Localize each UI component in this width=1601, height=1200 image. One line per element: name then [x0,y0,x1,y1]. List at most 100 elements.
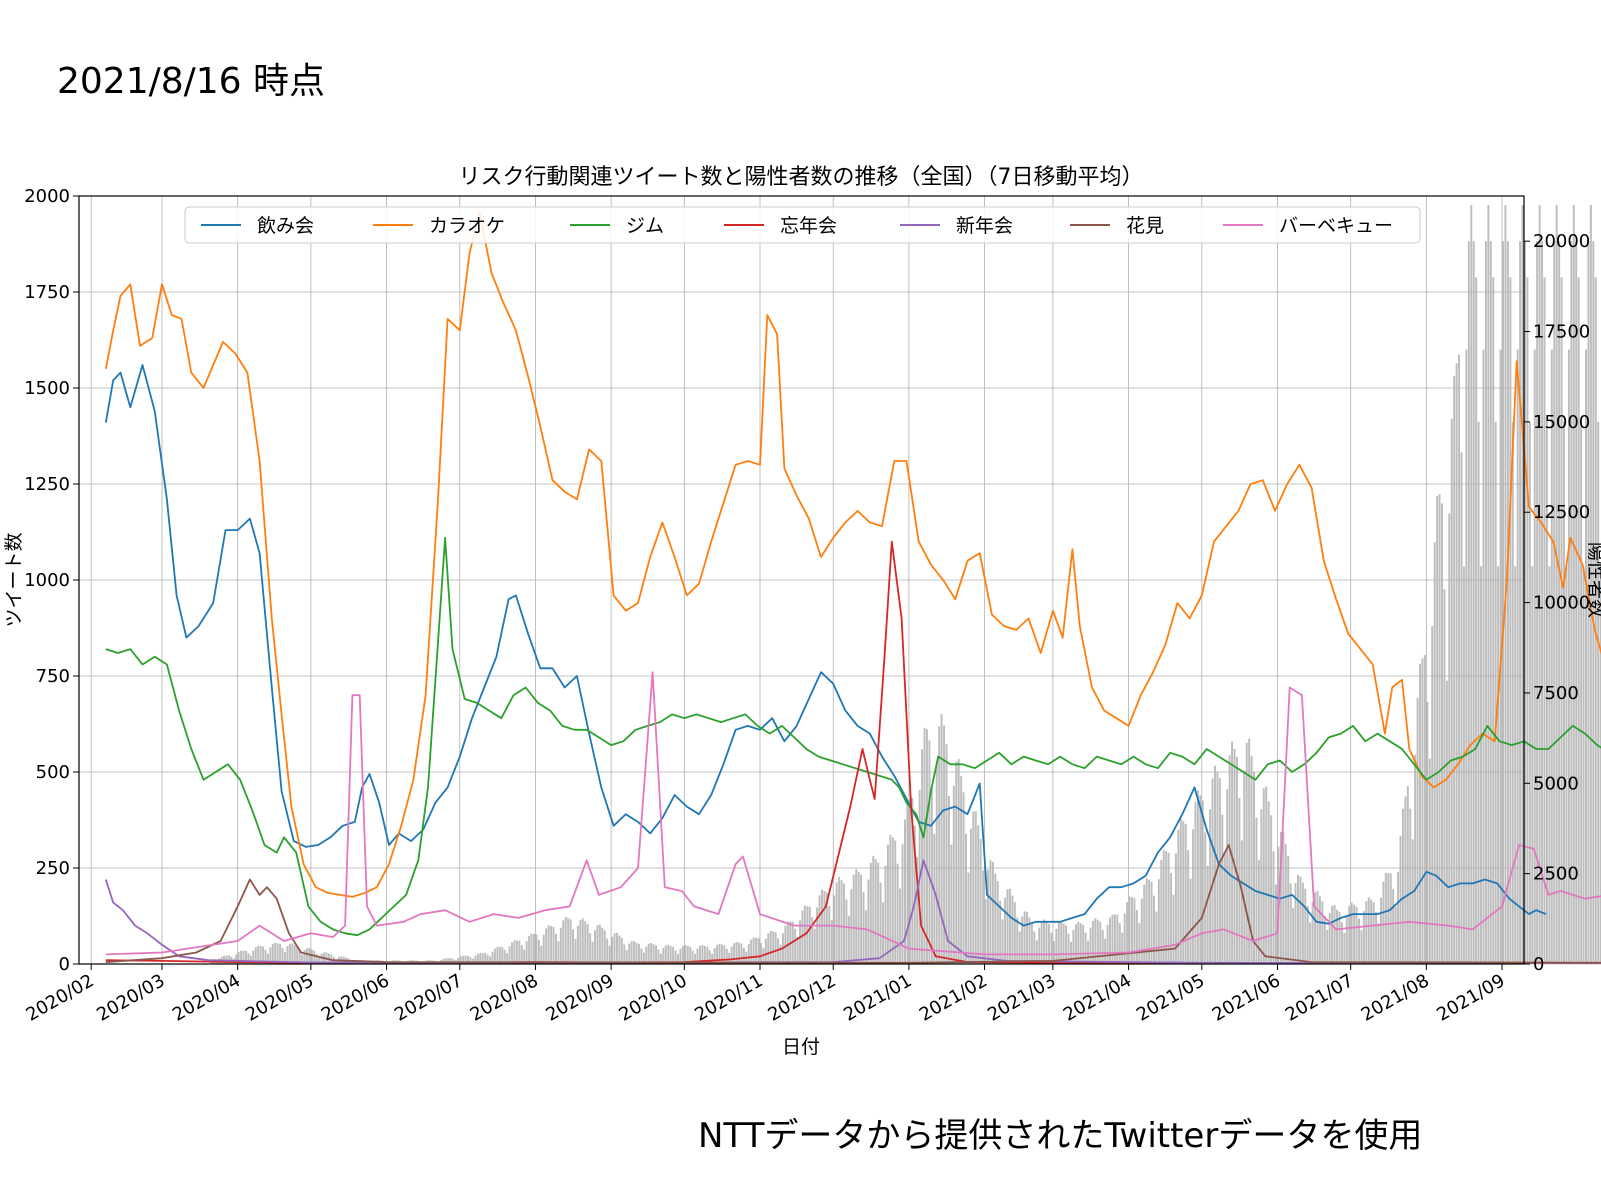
case-bar [508,946,511,964]
case-bar [1453,375,1456,964]
case-bar [1104,938,1107,964]
case-bar [1123,913,1126,964]
case-bar [894,840,897,964]
case-bar [1065,925,1068,964]
case-bar [562,920,565,964]
case-bar [1155,911,1158,964]
x-tick-label: 2020/07 [391,970,466,1026]
case-bar [1541,241,1544,964]
case-bar [630,941,633,964]
case-bar [1184,823,1187,964]
case-bar [1465,349,1468,965]
case-bar [928,740,931,964]
case-bar [1470,205,1473,965]
case-bar [845,899,848,964]
x-tick-label: 2020/03 [93,970,168,1026]
case-bar [1301,882,1304,964]
case-bar [1333,905,1336,964]
legend-label: ジム [626,215,664,237]
case-bar [1099,921,1102,964]
case-bar [664,945,667,964]
case-bar [1321,901,1324,964]
y2-tick-label: 20000 [1533,231,1590,252]
case-bar [1340,922,1343,964]
case-bar [550,926,553,964]
case-bar [1035,940,1038,964]
case-bar [842,883,845,964]
case-bar [1267,801,1270,964]
case-bar [1006,889,1009,964]
case-bar [462,955,465,964]
case-bar [1585,349,1587,965]
case-bar [308,948,311,964]
case-bar [1555,205,1558,965]
case-bar [1309,922,1312,964]
case-bar [1343,932,1346,964]
case-bar [1038,927,1041,964]
case-bar [1265,786,1268,964]
case-bar [515,940,518,964]
case-bar [574,938,577,964]
case-bar [1165,851,1168,964]
case-bar [1443,589,1446,964]
case-bar [318,956,321,964]
case-bar [1023,911,1026,964]
x-tick-label: 2021/03 [984,970,1059,1026]
case-bar [1509,277,1512,964]
case-bar [1262,788,1265,964]
case-bar [1306,905,1309,964]
case-bar [689,946,692,964]
case-bar [752,937,755,964]
case-bar [872,855,875,964]
case-bar [999,900,1002,964]
case-bar [545,928,548,964]
case-bar [1243,770,1246,964]
case-bar [528,935,531,964]
case-bar [1445,680,1448,964]
case-bar [965,833,967,964]
case-bar [1345,915,1348,964]
case-bar [877,862,880,964]
case-bar [1150,881,1153,964]
case-bar [681,945,684,964]
case-bar [823,890,826,964]
case-bar [603,930,606,964]
case-bar [1135,910,1138,964]
case-bar [860,874,863,964]
case-bar [489,956,492,964]
case-bar [713,948,716,964]
case-bar [1118,923,1121,964]
case-bar [1084,932,1087,964]
case-bar [1526,277,1529,964]
case-bar [1013,901,1016,964]
case-bar [908,799,911,964]
case-bar [584,921,587,964]
case-bar [750,939,753,964]
case-bar [1497,566,1500,964]
case-bar [1275,884,1277,964]
case-bar [1565,566,1568,964]
case-bar [735,941,738,964]
case-bar [518,940,521,964]
case-bar [1172,894,1175,964]
case-bar [1460,452,1463,964]
case-bar [1489,241,1492,964]
series-line-バーベキュー [105,671,1601,956]
case-bar [623,944,626,964]
case-bar [271,944,274,964]
case-bar [1284,844,1287,964]
case-bar [708,950,711,964]
series-line-カラオケ [104,210,1601,898]
case-bar [481,953,484,964]
y2-tick-label: 5000 [1533,773,1579,794]
case-bar [786,921,789,964]
case-bar [572,929,575,964]
case-bar [257,945,260,964]
case-bar [728,952,731,964]
case-bar [1355,907,1358,964]
case-bar [857,871,860,964]
case-bar [1133,898,1136,964]
case-bar [484,952,487,964]
case-bar [686,945,689,964]
case-bar [674,950,677,964]
